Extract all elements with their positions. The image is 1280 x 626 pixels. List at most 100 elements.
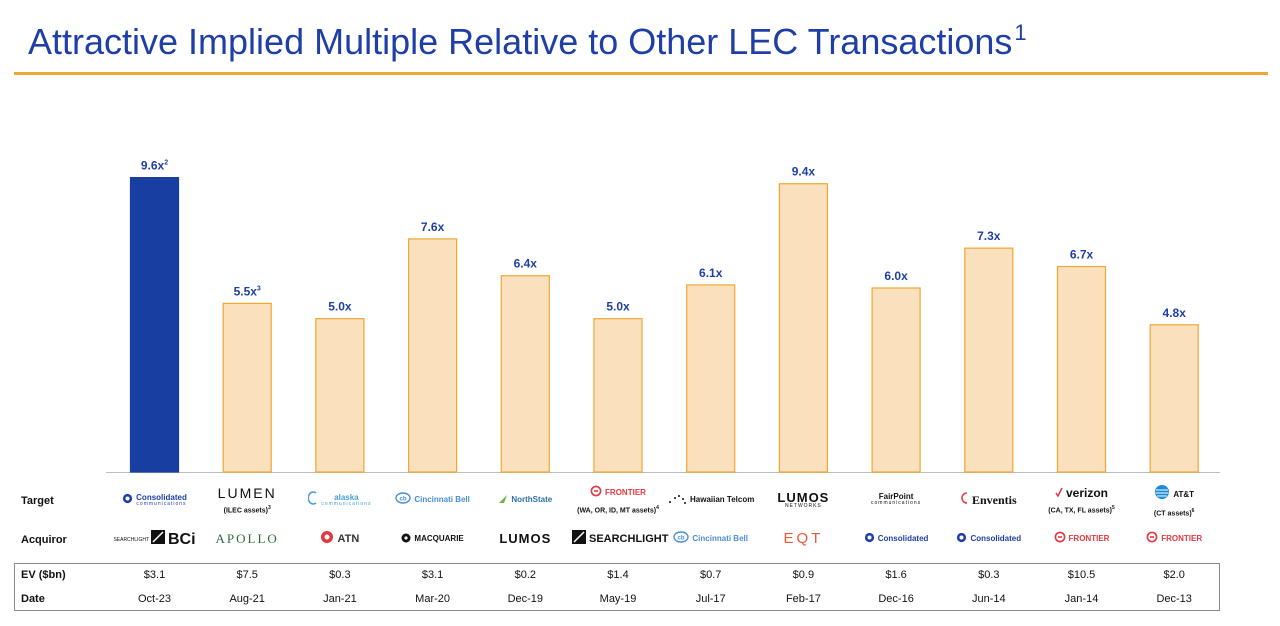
date-cell: Jul-17 — [695, 593, 726, 605]
bar-value-label: 9.6x2 — [141, 159, 168, 173]
acquiror-logo: SEARCHLIGHT BCi — [109, 530, 201, 549]
bar-value-label: 6.0x — [884, 269, 908, 283]
date-cell: May-19 — [599, 593, 637, 605]
target-logo: FairPoint communications — [850, 491, 942, 509]
page-title: Attractive Implied Multiple Relative to … — [28, 20, 1027, 63]
date-cell: Dec-19 — [507, 593, 544, 605]
target-logo: alaska communications — [294, 491, 386, 510]
logo-text: LUMOS NETWORKS — [777, 490, 830, 509]
row-label-date: Date — [21, 593, 45, 605]
searchlight-icon — [151, 530, 165, 549]
northstate-icon — [498, 491, 508, 509]
target-logo: Hawaiian Telcom — [665, 491, 757, 509]
ev-cell: $0.2 — [514, 569, 537, 581]
logo-text: Hawaiian Telcom — [690, 495, 755, 504]
title-footnote: 1 — [1014, 20, 1027, 45]
ev-cell: $0.3 — [329, 569, 351, 581]
ev-multiple-bar-chart: 9.6x2 5.5x3 5.0x 7.6x 6.4x 5.0x 6.1x 9.4x 6.0x 7.… — [106, 159, 1220, 473]
bar-value-label: 7.6x — [421, 220, 445, 234]
logo-subtitle: communications — [136, 500, 187, 507]
target-logo: Consolidated communications — [109, 491, 201, 509]
cincinnati-bell-icon: cb — [395, 491, 412, 509]
bar-jan-14 — [1056, 265, 1107, 473]
acquiror-logo: cb Cincinnati Bell — [665, 530, 757, 548]
bar-value-label: 9.4x — [792, 165, 816, 179]
acquiror-logo: Consolidated — [850, 530, 942, 548]
date-cell: Oct-23 — [137, 593, 172, 605]
logo-text: ATN — [337, 533, 360, 545]
consolidated-icon — [956, 530, 967, 548]
target-logo: verizon (CA, TX, FL assets)5 — [1036, 484, 1128, 516]
acquiror-logo: ATN — [294, 530, 386, 549]
page-title-text: Attractive Implied Multiple Relative to … — [28, 21, 1013, 62]
logo-text: Consolidated — [970, 534, 1022, 543]
logo-text: Consolidated — [877, 534, 929, 543]
row-label-acquiror: Acquiror — [21, 534, 67, 546]
ev-cell: $0.3 — [978, 569, 1000, 581]
logo-subtitle: communications — [871, 500, 922, 507]
ev-cell: $2.0 — [1163, 569, 1185, 581]
bar-value-label: 5.0x — [606, 300, 630, 314]
logo-text: AT&T — [1173, 489, 1195, 499]
target-logo: NorthState — [479, 491, 571, 509]
target-logo: AT&T (CT assets)6 — [1128, 484, 1220, 519]
ev-cell: $0.9 — [792, 569, 815, 581]
bar-dec-19 — [500, 275, 550, 473]
logo-text: FRONTIER — [1068, 534, 1110, 543]
verizon-check-icon — [1055, 484, 1063, 502]
bar-aug-21 — [222, 302, 272, 473]
date-cell: Aug-21 — [229, 593, 265, 605]
logo-text: Enventis — [971, 493, 1017, 507]
searchlight-icon — [572, 530, 586, 549]
bar-feb-17 — [778, 183, 829, 473]
frontier-icon — [1146, 530, 1158, 548]
date-cell: Jan-14 — [1064, 593, 1099, 605]
consolidated-icon — [122, 491, 133, 509]
logo-subtitle: NETWORKS — [784, 503, 822, 509]
svg-text:cb: cb — [400, 497, 407, 503]
logo-text: FairPoint communications — [871, 492, 922, 507]
atn-icon — [320, 530, 334, 549]
title-divider — [14, 72, 1268, 75]
logo-text: LUMEN — [217, 484, 277, 501]
bar-value-label: 6.1x — [699, 266, 723, 280]
date-cell: Jan-21 — [323, 593, 357, 605]
att-globe-icon — [1154, 484, 1170, 505]
frontier-icon — [590, 484, 602, 502]
target-note: (CT assets)6 — [1153, 508, 1195, 518]
ev-cell: $1.4 — [607, 569, 629, 581]
logo-text: APOLLO — [215, 531, 279, 547]
date-cell: Feb-17 — [785, 593, 821, 605]
alaska-icon — [307, 491, 318, 510]
bar-value-label: 4.8x — [1163, 306, 1187, 320]
bar-may-19 — [593, 318, 643, 473]
acquiror-logo: APOLLO — [201, 530, 293, 548]
ev-cell: $0.7 — [699, 569, 722, 581]
logo-text: NorthState — [511, 495, 553, 504]
bar-dec-13 — [1149, 324, 1199, 473]
target-note: (ILEC assets)3 — [223, 505, 271, 515]
logo-text: Consolidated communications — [136, 492, 187, 507]
bar-dec-16 — [871, 287, 921, 473]
frontier-icon — [1054, 530, 1066, 548]
logo-text: MACQUARIE — [414, 534, 464, 543]
logo-text: Cincinnati Bell — [692, 534, 748, 543]
ev-cell: $3.1 — [421, 569, 444, 581]
row-label-target: Target — [21, 495, 54, 507]
logo-text: BCi — [168, 530, 196, 548]
bar-value-label: 5.0x — [328, 300, 352, 314]
ev-date-table — [14, 563, 1220, 611]
bar-mar-20 — [408, 238, 458, 473]
hawaiian-telcom-icon — [667, 491, 687, 509]
svg-text:cb: cb — [678, 536, 685, 542]
cincinnati-bell-icon: cb — [673, 530, 690, 548]
logo-text: verizon — [1065, 486, 1108, 500]
acquiror-logo: SEARCHLIGHT — [572, 530, 668, 549]
logo-text: FRONTIER — [605, 488, 646, 497]
date-cell: Jun-14 — [971, 593, 1006, 605]
logo-subtitle: communications — [321, 501, 372, 507]
logo-text: alaska communications — [321, 493, 372, 507]
acquiror-logo: EQT — [757, 530, 849, 548]
enventis-icon — [961, 491, 969, 509]
ev-cell: $3.1 — [143, 569, 166, 581]
